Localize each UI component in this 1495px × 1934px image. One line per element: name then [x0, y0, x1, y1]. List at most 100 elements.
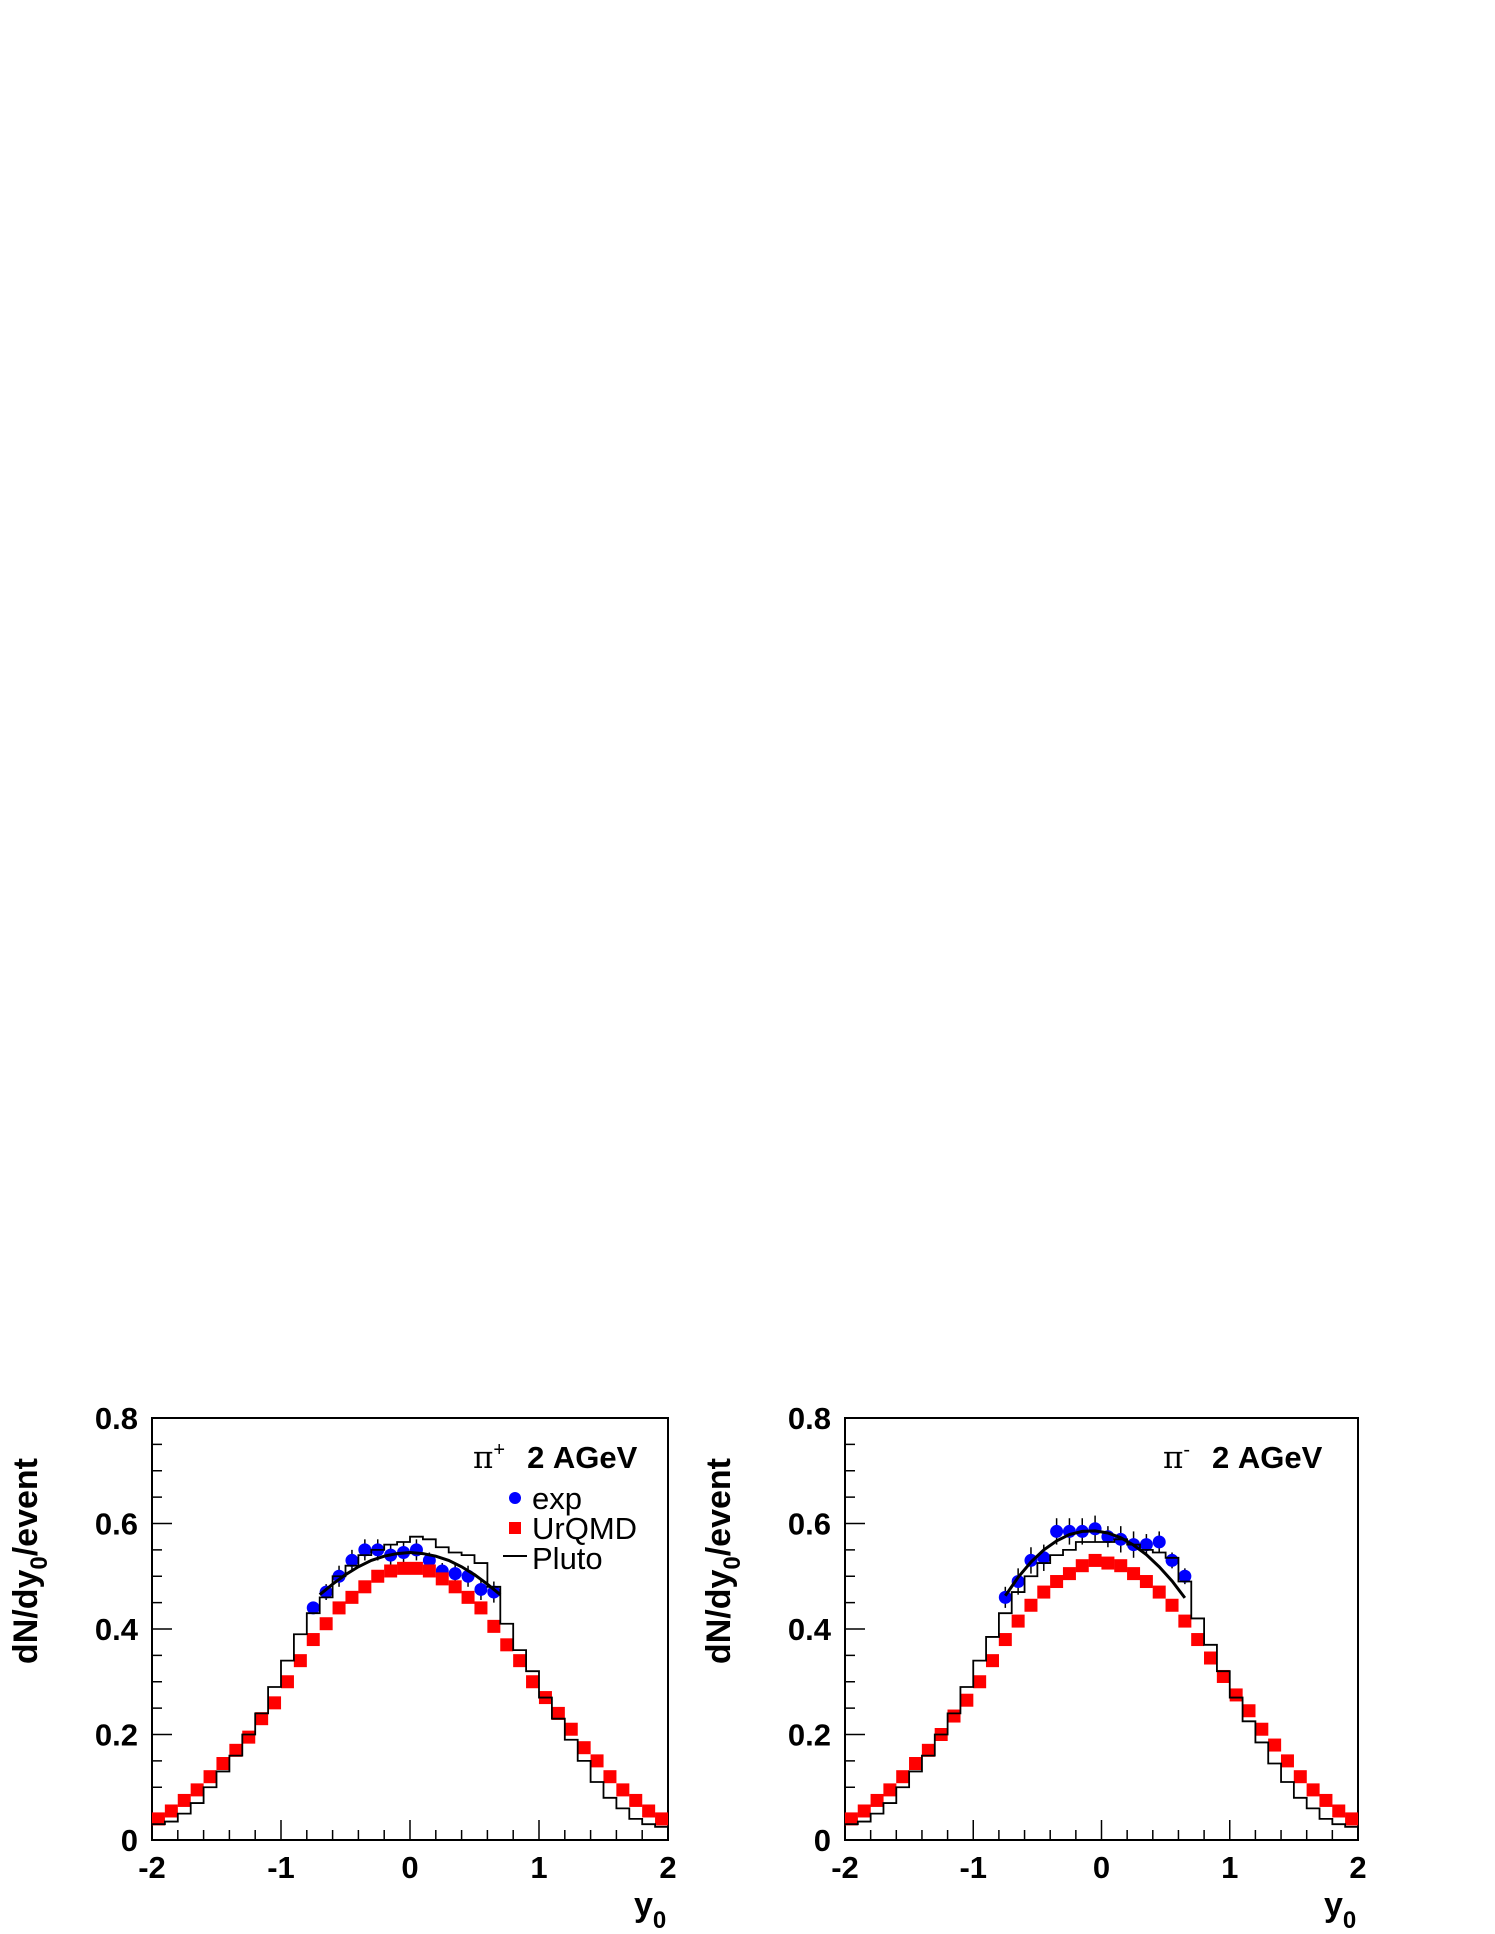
- urqmd-point: [883, 1783, 897, 1797]
- urqmd-point: [1319, 1793, 1333, 1807]
- urqmd-point: [1127, 1567, 1141, 1581]
- y-axis-title-sub: 0: [26, 1556, 53, 1569]
- urqmd-point: [1204, 1651, 1218, 1665]
- x-axis-title-sub: 0: [653, 1907, 666, 1934]
- exp-point: [487, 1585, 501, 1599]
- energy-label: 2 AGeV: [527, 1440, 638, 1475]
- urqmd-point: [616, 1783, 630, 1797]
- urqmd-point: [1024, 1598, 1038, 1612]
- exp-point: [319, 1585, 333, 1599]
- x-tick-label: 2: [659, 1850, 676, 1885]
- urqmd-point: [1075, 1559, 1089, 1573]
- urqmd-point: [1216, 1669, 1230, 1683]
- urqmd-point: [255, 1712, 269, 1726]
- urqmd-point: [164, 1804, 178, 1818]
- urqmd-point: [358, 1580, 372, 1594]
- x-tick-label: 0: [401, 1850, 418, 1885]
- x-axis-title-main: y: [1324, 1886, 1343, 1924]
- urqmd-point: [998, 1633, 1012, 1647]
- urqmd-point: [1332, 1804, 1346, 1818]
- exp-point: [1011, 1575, 1025, 1589]
- exp-point: [306, 1601, 320, 1615]
- urqmd-point: [422, 1564, 436, 1578]
- y-axis-title: dN/dy0/event: [700, 1458, 746, 1664]
- urqmd-point: [1152, 1585, 1166, 1599]
- exp-point: [358, 1543, 372, 1557]
- urqmd-point: [384, 1564, 398, 1578]
- urqmd-point: [909, 1757, 923, 1771]
- urqmd-point: [1011, 1614, 1025, 1628]
- urqmd-point: [1178, 1614, 1192, 1628]
- urqmd-point: [1139, 1575, 1153, 1589]
- urqmd-point: [513, 1654, 527, 1668]
- urqmd-point: [319, 1617, 333, 1631]
- exp-point: [474, 1582, 488, 1596]
- x-tick-label: 1: [1221, 1850, 1238, 1885]
- series-pluto: [845, 1538, 1358, 1828]
- y-axis-title-tail: /event: [7, 1458, 45, 1556]
- exp-point: [998, 1590, 1012, 1604]
- urqmd-point: [1255, 1722, 1269, 1736]
- x-tick-label: 0: [1093, 1850, 1110, 1885]
- urqmd-point: [551, 1706, 565, 1720]
- y-axis-title-main: dN/dy: [700, 1570, 738, 1665]
- y-axis-title: dN/dy0/event: [7, 1458, 53, 1664]
- urqmd-point: [590, 1754, 604, 1768]
- y-tick-label: 0.2: [95, 1718, 138, 1753]
- particle-charge: +: [493, 1439, 505, 1461]
- urqmd-point: [474, 1601, 488, 1615]
- energy-label: 2 AGeV: [1212, 1440, 1323, 1475]
- urqmd-point: [577, 1741, 591, 1755]
- exp-point: [1152, 1535, 1166, 1549]
- urqmd-point: [216, 1757, 230, 1771]
- fit-curve: [1004, 1529, 1187, 1599]
- urqmd-point: [500, 1638, 514, 1652]
- exp-point: [1050, 1524, 1064, 1538]
- exp-point: [422, 1553, 436, 1567]
- pluto-histogram: [152, 1535, 668, 1828]
- y-tick-label: 0.4: [788, 1612, 832, 1647]
- pluto-histogram: [845, 1538, 1358, 1828]
- exp-point: [448, 1567, 462, 1581]
- exp-point: [1088, 1522, 1102, 1536]
- urqmd-point: [293, 1654, 307, 1668]
- y-tick-label: 0: [121, 1823, 138, 1858]
- x-tick-label: -1: [267, 1850, 295, 1885]
- urqmd-point: [1191, 1633, 1205, 1647]
- x-axis-title-sub: 0: [1343, 1907, 1356, 1934]
- fit-curve: [318, 1551, 502, 1596]
- urqmd-point: [526, 1675, 540, 1689]
- urqmd-point: [1280, 1754, 1294, 1768]
- exp-point: [1165, 1553, 1179, 1567]
- urqmd-point: [1268, 1738, 1282, 1752]
- urqmd-point: [345, 1590, 359, 1604]
- urqmd-point: [397, 1561, 411, 1575]
- urqmd-point: [857, 1804, 871, 1818]
- x-tick-label: 1: [530, 1850, 547, 1885]
- urqmd-point: [1088, 1553, 1102, 1567]
- series-pluto: [152, 1535, 668, 1828]
- urqmd-point: [1037, 1585, 1051, 1599]
- x-axis-title: y0: [1324, 1886, 1356, 1934]
- urqmd-point: [985, 1654, 999, 1668]
- y-tick-label: 0.4: [95, 1612, 139, 1647]
- exp-point: [1139, 1538, 1153, 1552]
- urqmd-point: [203, 1770, 217, 1784]
- urqmd-point: [177, 1793, 191, 1807]
- legend-exp-marker: [509, 1492, 521, 1504]
- urqmd-point: [1114, 1559, 1128, 1573]
- series-urqmd: [151, 1561, 669, 1826]
- legend-label: exp: [532, 1481, 582, 1516]
- x-axis-title: y0: [634, 1886, 666, 1934]
- urqmd-point: [487, 1619, 501, 1633]
- urqmd-point: [642, 1804, 656, 1818]
- x-tick-label: -1: [959, 1850, 987, 1885]
- urqmd-point: [1165, 1598, 1179, 1612]
- urqmd-point: [268, 1696, 282, 1710]
- x-tick-label: -2: [138, 1850, 166, 1885]
- urqmd-point: [1050, 1575, 1064, 1589]
- urqmd-point: [947, 1709, 961, 1723]
- urqmd-point: [1062, 1567, 1076, 1581]
